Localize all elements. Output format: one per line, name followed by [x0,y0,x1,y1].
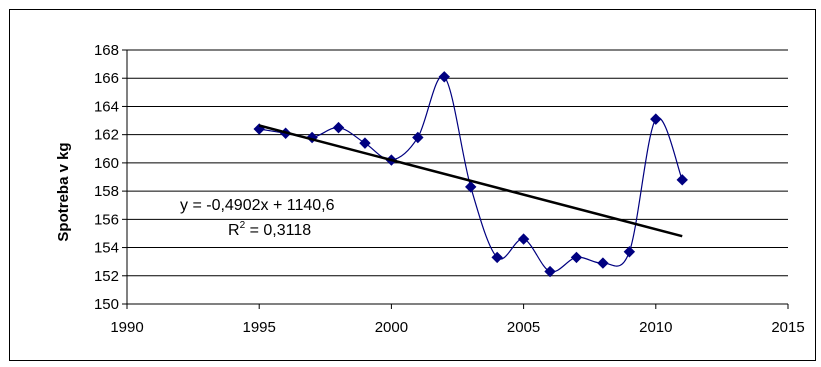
data-point-1998 [332,121,345,134]
x-tick-label-1995: 1995 [243,319,276,336]
data-point-2003 [465,181,477,193]
data-point-2008 [597,257,609,269]
data-point-2006 [544,265,556,278]
data-point-2007 [570,251,583,264]
y-tick-labels: 150 152 154 156 158 160 162 164 166 168 [94,42,119,313]
x-tick-labels: 1990 1995 2000 2005 2010 2015 [110,319,804,336]
chart-frame [9,9,816,361]
y-tick-label-166: 166 [94,70,119,87]
data-point-2005 [517,233,530,245]
data-point-2009 [623,246,636,258]
data-point-2002 [438,71,450,83]
r2-label: R [228,222,240,239]
y-tick-label-152: 152 [94,268,119,285]
series-layer [253,71,688,278]
trendline-layer [258,124,683,238]
y-tick-label-164: 164 [94,98,119,115]
data-point-2011 [676,174,688,186]
y-tick-label-160: 160 [94,155,119,172]
trendline-r-squared: R2 = 0,3118 [228,220,311,239]
x-tick-label-2000: 2000 [375,319,408,336]
x-tick-label-2005: 2005 [507,319,540,336]
x-tick-label-2010: 2010 [639,319,672,336]
trendline [258,124,683,238]
data-point-2001 [412,131,424,144]
y-tick-label-156: 156 [94,211,119,228]
series-line-0 [259,75,683,273]
trendline-equation: y = -0,4902x + 1140,6 [180,197,335,214]
x-tick-label-2015: 2015 [771,319,804,336]
data-point-2010 [650,113,662,125]
y-tick-label-154: 154 [94,240,119,257]
x-tick-label-1990: 1990 [110,319,143,336]
r2-exponent: 2 [240,220,246,231]
y-tick-label-158: 158 [94,183,119,200]
y-tick-label-162: 162 [94,127,119,144]
gridlines [127,49,788,277]
y-tick-label-168: 168 [94,42,119,59]
y-tick-label-150: 150 [94,296,119,313]
data-point-2004 [491,251,503,264]
y-axis-title: Spotreba v kg [55,142,72,241]
r2-value: = 0,3118 [245,222,311,239]
data-point-1999 [359,137,371,149]
axes [122,49,789,309]
